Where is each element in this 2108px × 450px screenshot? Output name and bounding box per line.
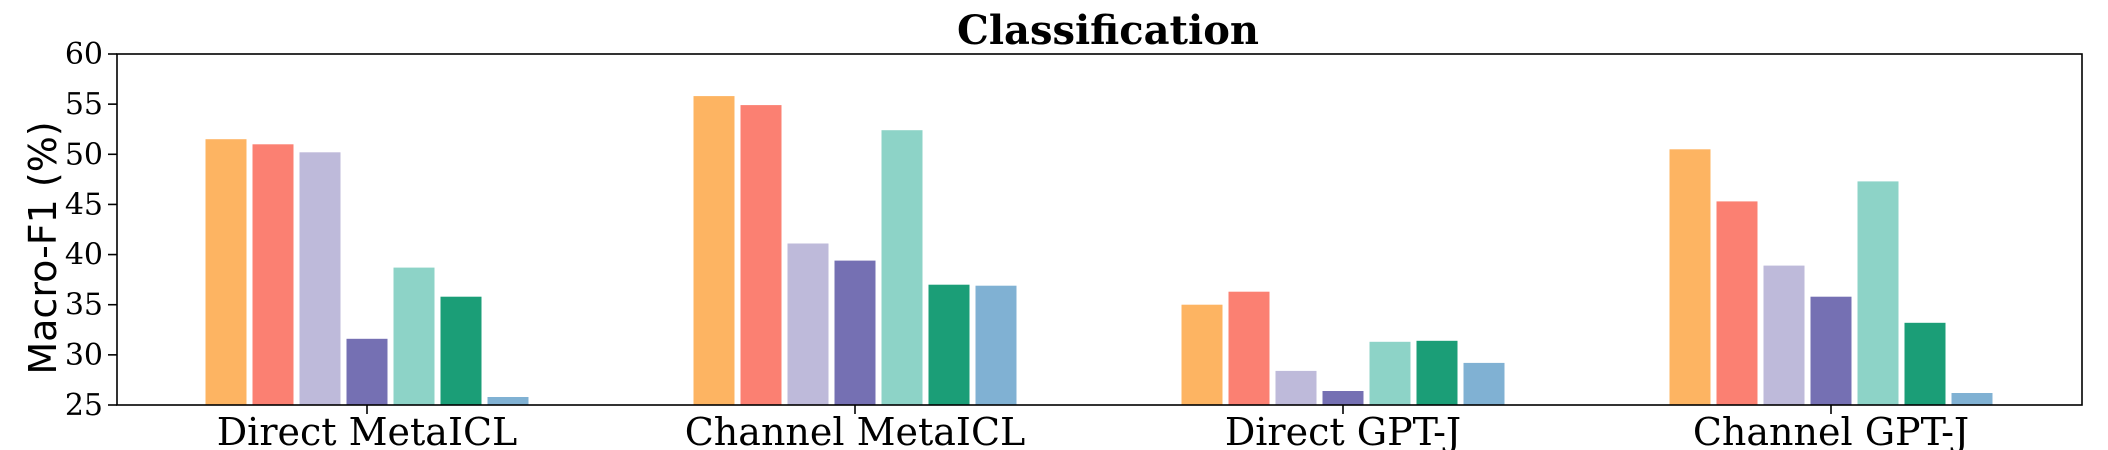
y-tick-label: 30	[65, 338, 103, 373]
bar	[975, 285, 1017, 405]
y-tick-label: 55	[65, 87, 103, 122]
bar	[1810, 296, 1852, 405]
bar	[1763, 265, 1805, 405]
y-tick-label: 45	[65, 187, 103, 222]
bar	[252, 144, 294, 406]
y-tick-label: 50	[65, 137, 103, 172]
bar	[299, 152, 341, 405]
x-tick-label: Direct GPT-J	[1225, 410, 1461, 450]
plot-frame	[116, 53, 2083, 406]
bar	[393, 267, 435, 405]
bars-group	[205, 96, 1993, 406]
chart-title: Classification	[957, 7, 1259, 54]
y-tick-label: 35	[65, 288, 103, 323]
bar	[346, 338, 388, 405]
bar	[1228, 291, 1270, 405]
bar	[740, 105, 782, 405]
x-axis-ticks: Direct MetaICL Channel MetaICL Direct GPT-…	[217, 405, 1969, 450]
bar	[1669, 149, 1711, 405]
bar	[1951, 393, 1993, 405]
bar	[1904, 322, 1946, 405]
y-tick-label: 60	[65, 37, 103, 72]
bar	[1181, 304, 1223, 405]
x-tick-label: Direct MetaICL	[217, 410, 518, 450]
bar	[1716, 201, 1758, 405]
x-tick-label: Channel GPT-J	[1693, 410, 1969, 450]
y-tick-label: 25	[65, 388, 103, 423]
y-axis-ticks: 25 30 35 40 45 50 55 60	[65, 37, 117, 423]
y-axis-label: Macro-F1 (%)	[21, 121, 65, 374]
bar	[928, 284, 970, 405]
bar	[693, 96, 735, 405]
bar	[1275, 370, 1317, 405]
bar	[881, 130, 923, 405]
bar	[1322, 391, 1364, 405]
bar	[1463, 362, 1505, 405]
bar	[1857, 181, 1899, 405]
bar	[1416, 340, 1458, 405]
bar	[787, 243, 829, 405]
bar	[205, 139, 247, 405]
bar	[834, 260, 876, 405]
x-tick-label: Channel MetaICL	[685, 410, 1026, 450]
bar	[487, 397, 529, 405]
bar	[440, 296, 482, 405]
y-tick-label: 40	[65, 238, 103, 273]
bar	[1369, 341, 1411, 405]
